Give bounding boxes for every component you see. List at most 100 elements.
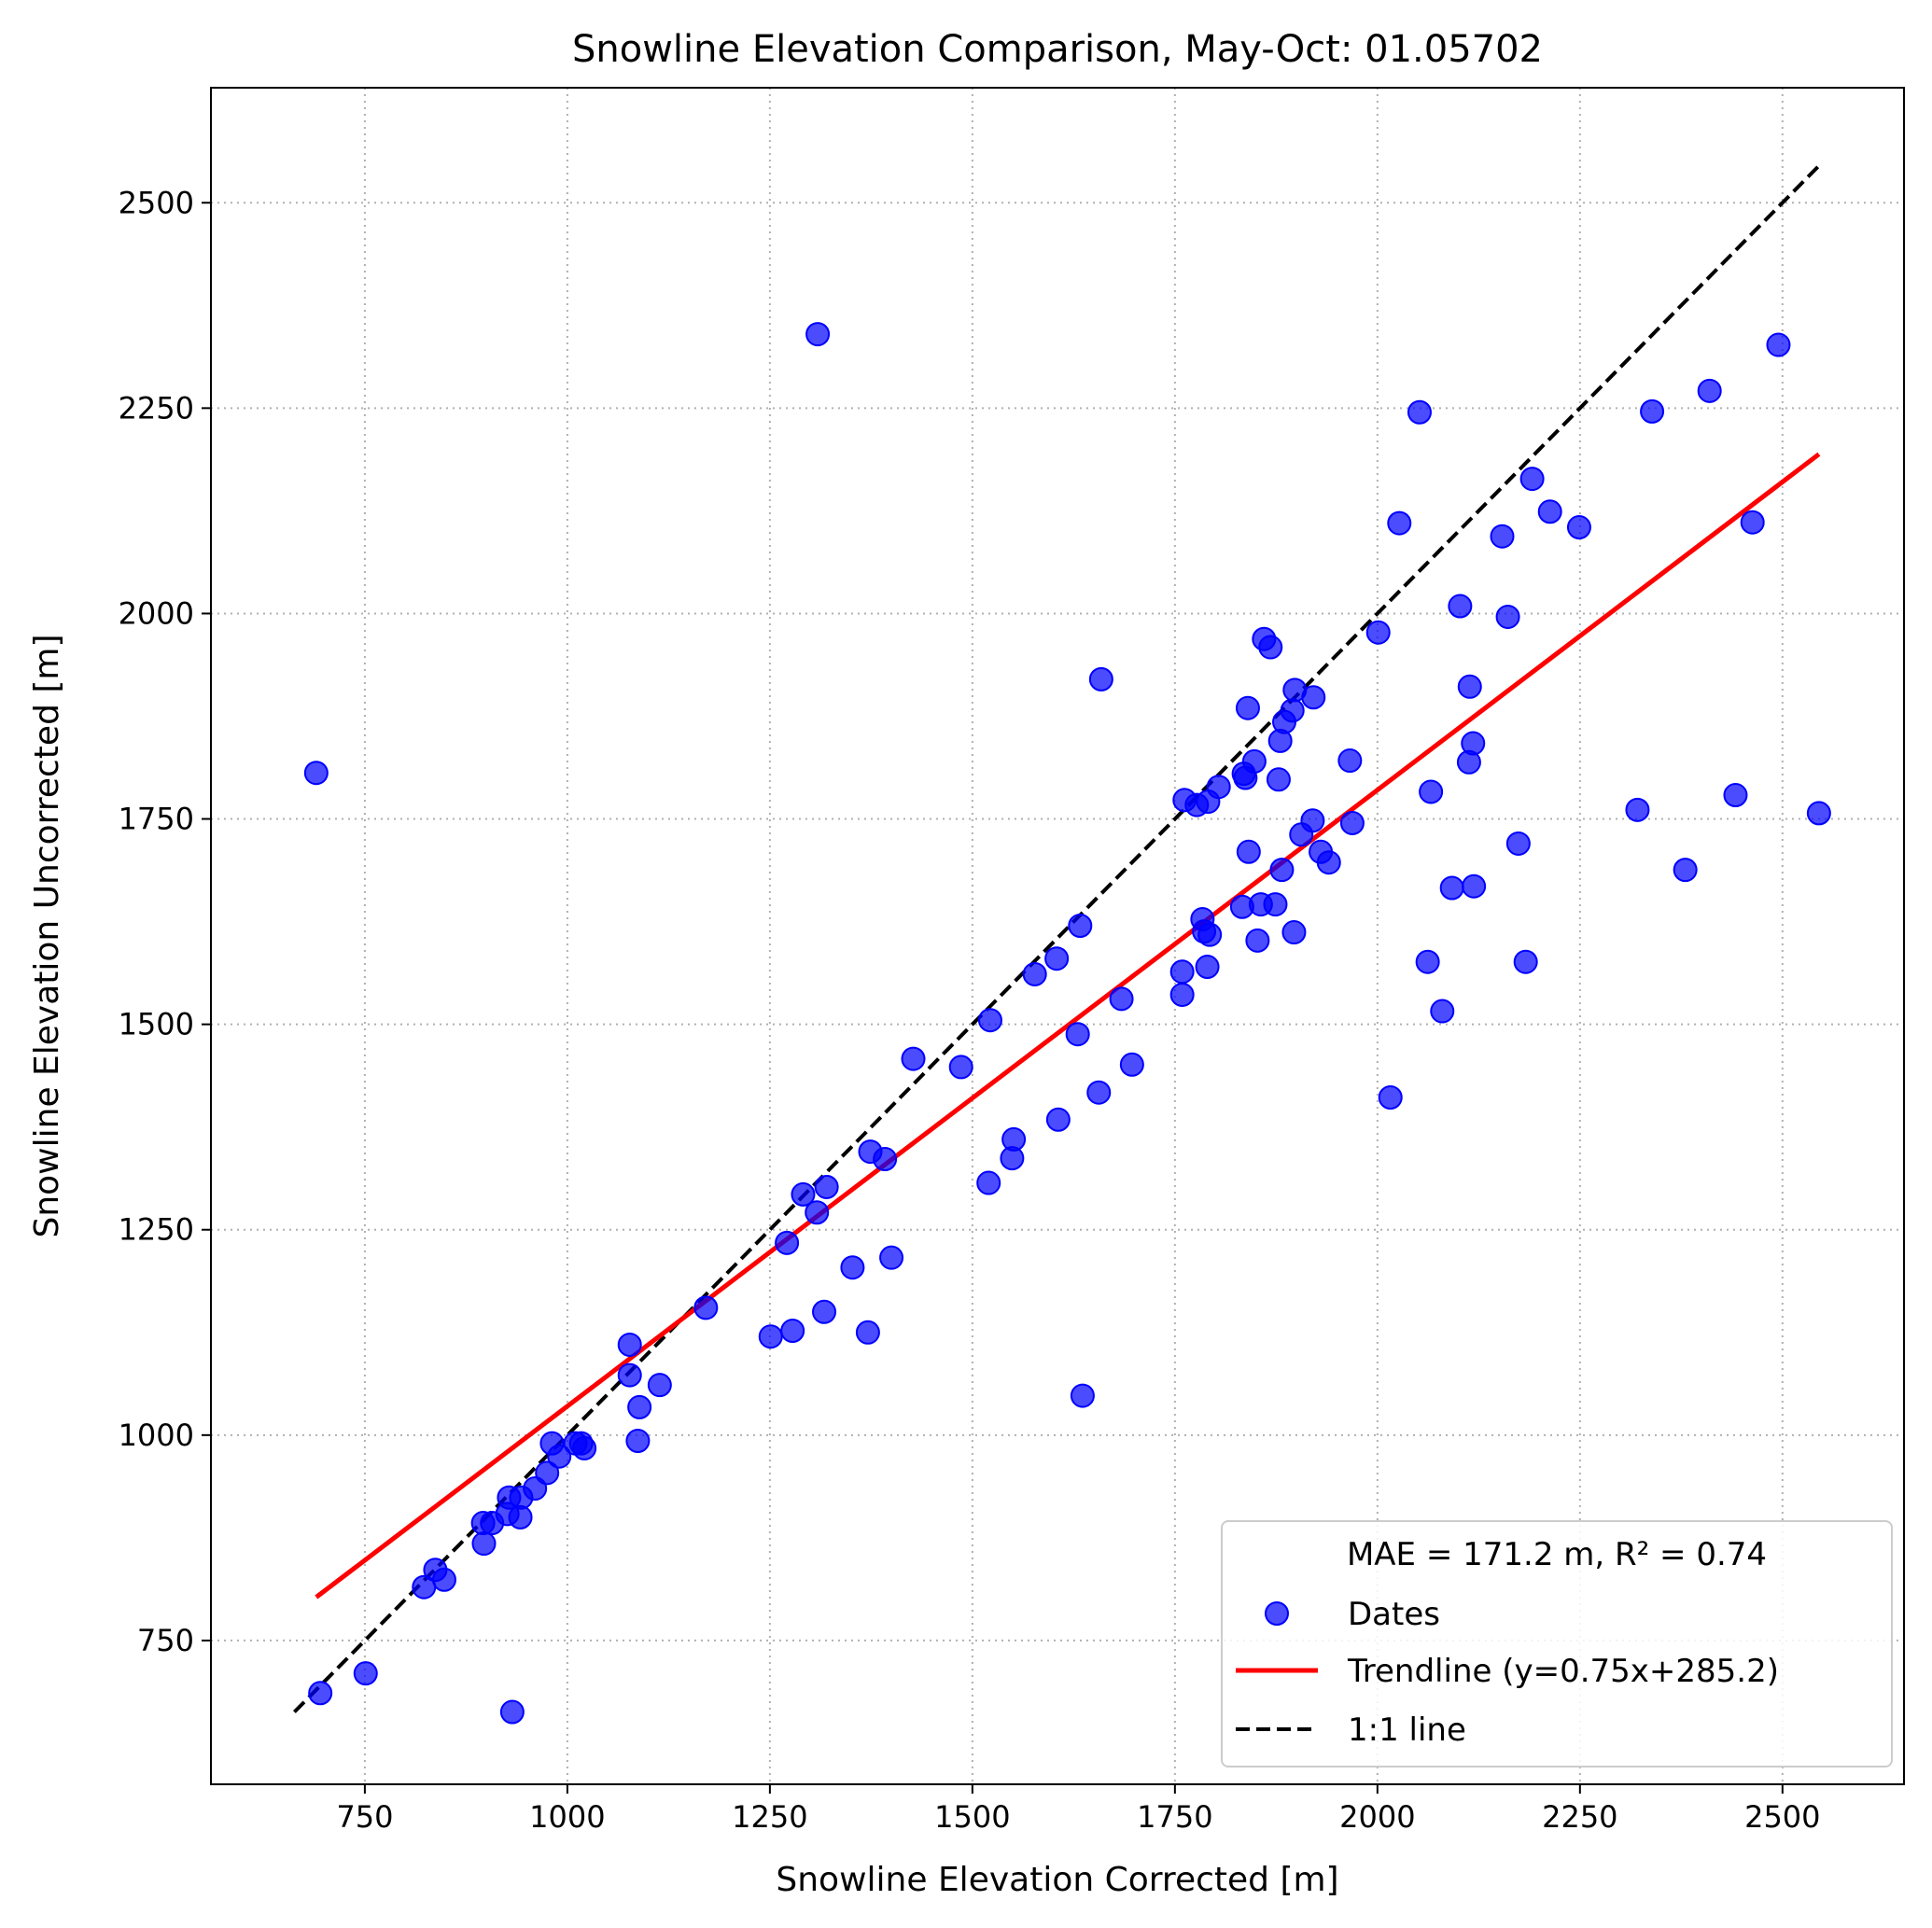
data-point — [1740, 510, 1765, 535]
plot-frame — [210, 87, 1905, 1785]
y-tick-label: 2000 — [119, 595, 194, 631]
data-point — [617, 1362, 642, 1388]
data-point — [1766, 332, 1791, 357]
data-point — [1263, 892, 1288, 917]
data-point — [1300, 808, 1325, 833]
legend-identity-label: 1:1 line — [1348, 1711, 1466, 1749]
data-point — [303, 761, 329, 786]
data-point — [1045, 1107, 1071, 1132]
x-axis-label: Snowline Elevation Corrected [m] — [776, 1861, 1338, 1899]
data-point — [1723, 783, 1748, 808]
chart-title: Snowline Elevation Comparison, May-Oct: … — [572, 28, 1543, 71]
data-point — [353, 1661, 378, 1686]
data-point — [780, 1319, 805, 1344]
data-point — [1419, 779, 1444, 804]
x-tick-label: 1250 — [732, 1799, 807, 1835]
data-point — [1266, 767, 1291, 792]
data-point — [1513, 949, 1538, 974]
legend-dates-label: Dates — [1348, 1596, 1440, 1633]
data-point — [948, 1055, 973, 1080]
x-tick-label: 2000 — [1339, 1799, 1415, 1835]
data-point — [1169, 982, 1195, 1007]
data-point — [977, 1008, 1002, 1033]
data-point — [1495, 604, 1520, 629]
data-point — [1365, 620, 1391, 645]
data-point — [471, 1531, 497, 1557]
data-point — [1241, 748, 1267, 774]
data-point — [1197, 922, 1223, 947]
data-point — [1044, 946, 1070, 971]
data-point — [1236, 839, 1261, 864]
data-point — [1109, 986, 1134, 1012]
legend-dates-marker — [1265, 1601, 1289, 1626]
data-point — [1065, 1022, 1090, 1047]
data-point — [1281, 920, 1307, 945]
data-point — [1280, 698, 1305, 723]
data-point — [1806, 801, 1831, 826]
y-axis-ticks: 750 1000 1250 1500 1750 2000 2250 2500 — [119, 185, 211, 1658]
data-point — [1301, 685, 1326, 710]
data-point — [547, 1444, 572, 1469]
data-point — [814, 1174, 839, 1199]
data-point — [1206, 775, 1231, 800]
trendline — [315, 452, 1821, 1600]
data-point — [1169, 959, 1195, 985]
data-point — [812, 1299, 837, 1324]
data-point — [1070, 1383, 1095, 1408]
y-tick-label: 1250 — [119, 1212, 194, 1248]
x-tick-label: 750 — [336, 1799, 393, 1835]
data-point — [1430, 999, 1455, 1024]
data-point — [617, 1332, 642, 1357]
data-point — [1519, 467, 1545, 492]
data-point — [1022, 961, 1047, 986]
data-point — [308, 1681, 333, 1706]
data-point — [1339, 810, 1365, 835]
data-point — [1566, 515, 1591, 540]
grid-lines — [211, 88, 1904, 1784]
x-axis-ticks: 750 1000 1250 1500 1750 2000 2250 2500 — [336, 1784, 1821, 1835]
data-point — [431, 1567, 456, 1592]
data-point — [1415, 949, 1440, 974]
x-tick-label: 1500 — [934, 1799, 1010, 1835]
data-point — [1088, 666, 1113, 692]
y-tick-label: 1750 — [119, 802, 194, 837]
data-point — [693, 1295, 719, 1320]
y-tick-label: 2500 — [119, 185, 194, 220]
data-point — [535, 1460, 560, 1486]
data-point — [499, 1699, 525, 1725]
data-point — [1640, 398, 1665, 424]
trendline-layer — [315, 452, 1821, 1600]
legend: MAE = 171.2 m, R² = 0.74 Dates Trendline… — [1221, 1520, 1893, 1767]
data-point — [775, 1230, 800, 1255]
x-tick-label: 2250 — [1542, 1799, 1617, 1835]
data-point — [1505, 831, 1531, 856]
data-point — [1195, 955, 1220, 980]
data-point — [1490, 524, 1515, 549]
data-point — [1378, 1084, 1403, 1110]
data-point — [1316, 850, 1341, 875]
data-point — [1439, 875, 1464, 901]
data-point — [1086, 1080, 1112, 1105]
y-tick-label: 1500 — [119, 1007, 194, 1042]
data-point — [572, 1435, 597, 1460]
data-point — [879, 1245, 904, 1270]
y-tick-label: 1000 — [119, 1418, 194, 1453]
data-point — [791, 1181, 816, 1207]
data-point — [840, 1255, 865, 1280]
data-point — [805, 322, 831, 347]
data-point — [901, 1046, 926, 1071]
y-tick-label: 2250 — [119, 390, 194, 426]
legend-title: MAE = 171.2 m, R² = 0.74 — [1347, 1536, 1767, 1573]
data-point — [1245, 928, 1270, 953]
data-point — [1235, 695, 1260, 720]
data-point — [758, 1324, 783, 1349]
data-point — [1387, 510, 1412, 536]
data-point — [1537, 499, 1562, 524]
data-point — [1448, 594, 1473, 619]
data-point — [1461, 731, 1486, 756]
data-point — [873, 1147, 898, 1172]
data-point — [1001, 1126, 1027, 1152]
data-point — [1697, 378, 1722, 403]
data-point — [1337, 748, 1363, 774]
